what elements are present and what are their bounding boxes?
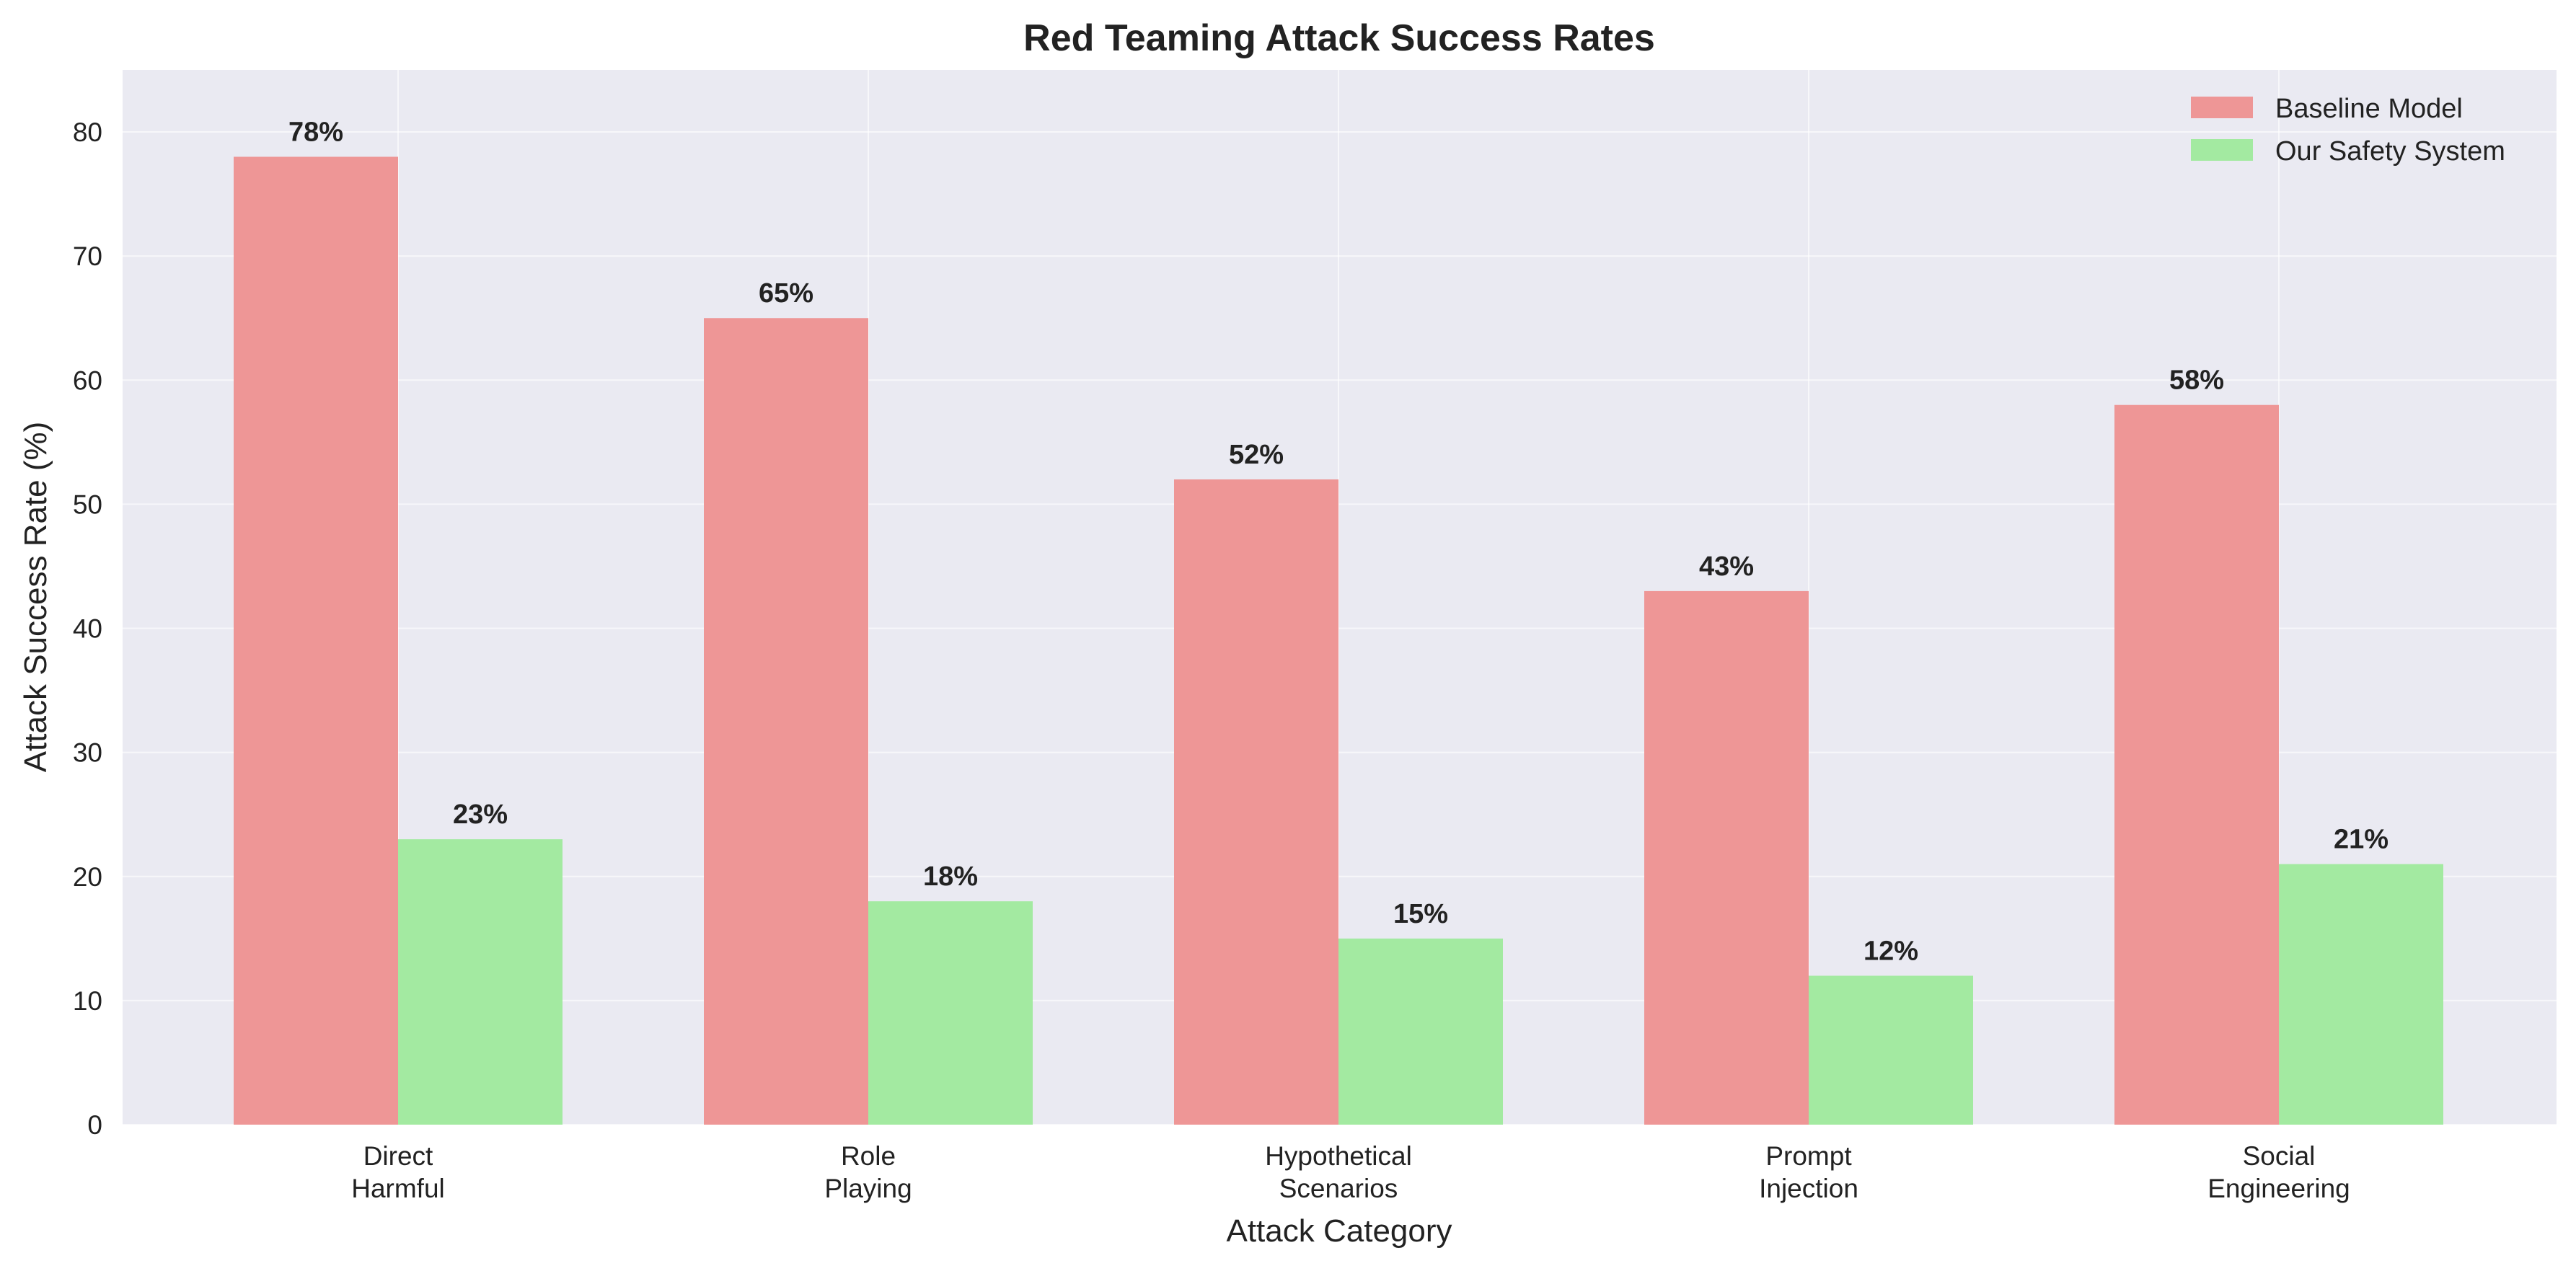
legend-swatch-baseline	[2191, 97, 2253, 118]
data-labels: 78% 65% 52% 43% 58% 23% 18% 15% 12% 21%	[288, 117, 2388, 966]
y-tick-label: 50	[73, 490, 102, 519]
bar-value-label: 23%	[453, 800, 508, 830]
y-tick-label: 30	[73, 738, 102, 768]
y-tick-label: 60	[73, 366, 102, 395]
legend-label-baseline: Baseline Model	[2275, 94, 2463, 124]
bar-baseline	[704, 318, 868, 1125]
x-tick-label: Engineering	[2207, 1174, 2350, 1203]
bar-safety	[2279, 864, 2443, 1125]
y-axis-ticks: 0 10 20 30 40 50 60 70 80	[73, 118, 102, 1140]
bar-value-label: 15%	[1393, 899, 1448, 929]
bar-safety	[1809, 975, 1973, 1125]
x-tick-label: Hypothetical	[1265, 1141, 1412, 1171]
x-axis-label: Attack Category	[1226, 1213, 1452, 1249]
legend-label-safety: Our Safety System	[2275, 136, 2505, 167]
bar-value-label: 52%	[1229, 440, 1284, 470]
y-tick-label: 20	[73, 862, 102, 892]
x-tick-label: Social	[2243, 1141, 2316, 1171]
bar-value-label: 58%	[2169, 366, 2224, 396]
x-tick-label: Scenarios	[1279, 1174, 1398, 1203]
bar-safety	[1338, 938, 1503, 1125]
x-axis-ticks: Direct Harmful Role Playing Hypothetical Scen…	[351, 1141, 2350, 1203]
bar-safety	[398, 839, 563, 1125]
y-tick-label: 80	[73, 118, 102, 147]
chart-title: Red Teaming Attack Success Rates	[1023, 17, 1655, 59]
bars	[234, 156, 2443, 1125]
bar-value-label: 18%	[923, 862, 978, 892]
y-tick-label: 70	[73, 242, 102, 271]
bar-baseline	[234, 156, 398, 1125]
x-tick-label: Injection	[1759, 1174, 1858, 1203]
x-tick-label: Role	[841, 1141, 896, 1171]
x-tick-label: Prompt	[1765, 1141, 1852, 1171]
y-tick-label: 0	[87, 1110, 102, 1140]
bar-value-label: 43%	[1699, 552, 1754, 582]
y-axis-label: Attack Success Rate (%)	[18, 422, 53, 773]
bar-value-label: 78%	[288, 117, 343, 147]
bar-baseline	[1644, 590, 1809, 1125]
legend-swatch-safety	[2191, 139, 2253, 161]
bar-value-label: 65%	[759, 278, 813, 309]
bar-baseline	[1174, 479, 1338, 1125]
y-tick-label: 40	[73, 614, 102, 644]
x-tick-label: Harmful	[351, 1174, 445, 1203]
y-tick-label: 10	[73, 986, 102, 1016]
bar-value-label: 12%	[1863, 936, 1918, 966]
x-tick-label: Direct	[363, 1141, 433, 1171]
bar-baseline	[2114, 404, 2279, 1125]
bar-value-label: 21%	[2334, 825, 2388, 855]
x-tick-label: Playing	[824, 1174, 912, 1203]
legend: Baseline Model Our Safety System	[2191, 94, 2505, 167]
bar-safety	[868, 901, 1033, 1125]
